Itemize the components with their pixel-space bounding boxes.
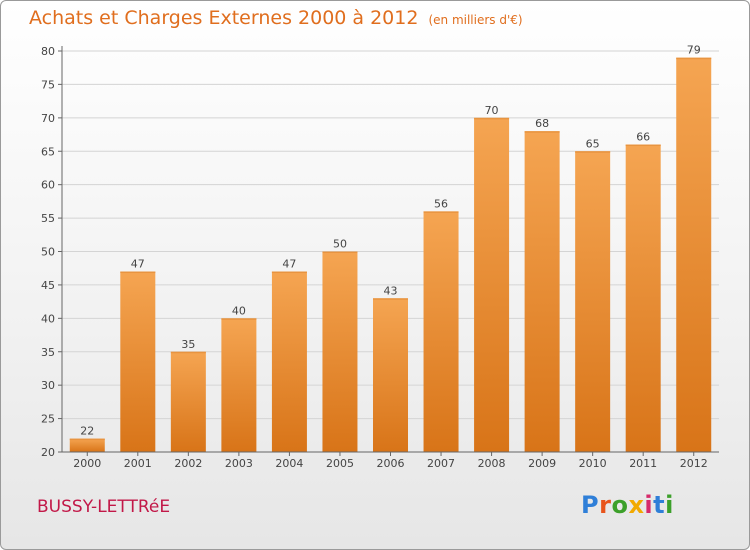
chart-unit: (en milliers d'€) [428,13,523,27]
bar-top-edge [221,318,257,320]
logo-letter: P [581,491,600,519]
bar [373,298,408,452]
bar-top-edge [69,438,105,441]
logo-letter: i [665,491,674,519]
logo-letter: x [628,491,645,519]
bar-top-edge [271,271,307,274]
bar-top-edge [524,131,560,133]
bar-value-label: 66 [636,131,650,144]
x-tick-label: 2001 [124,457,152,470]
bar [524,131,560,452]
bar-value-label: 50 [333,238,347,251]
x-tick-label: 2003 [225,457,253,470]
bar-value-label: 47 [282,258,296,271]
commune-name: BUSSY-LETTRéE [37,497,171,517]
x-tick-label: 2010 [579,457,607,470]
bar-top-edge [676,57,712,60]
bar [221,318,257,452]
x-tick-label: 2008 [478,457,506,470]
bar-value-label: 47 [131,258,145,271]
bar-value-label: 70 [485,104,499,117]
y-tick-label: 35 [41,346,55,359]
bar [120,271,156,452]
x-tick-label: 2006 [377,457,405,470]
bar [271,271,307,452]
x-tick-label: 2009 [528,457,556,470]
bar-top-edge [322,251,358,253]
y-tick-label: 60 [41,179,55,192]
bar-top-edge [120,271,156,274]
x-tick-label: 2011 [629,457,657,470]
bar-value-label: 68 [535,117,549,130]
bar [676,57,712,452]
bar [69,438,105,452]
x-tick-label: 2002 [174,457,202,470]
chart-title-row: Achats et Charges Externes 2000 à 2012 (e… [29,7,523,29]
bar [474,117,510,452]
y-tick-label: 25 [41,413,55,426]
x-tick-label: 2012 [680,457,708,470]
bar-value-label: 35 [181,338,195,351]
bar [170,351,206,452]
bar [625,144,661,453]
y-tick-label: 55 [41,212,55,225]
logo-letter: o [611,491,629,519]
logo-letter: i [644,491,654,519]
y-tick-label: 80 [41,45,55,58]
logo-letter: r [599,491,612,519]
bar-top-edge [373,298,408,300]
bar-layer [69,57,712,453]
bar-top-edge [474,117,510,120]
bar-value-label: 79 [687,44,701,57]
y-tick-label: 45 [41,279,55,292]
x-tick-label: 2007 [427,457,455,470]
x-tick-label: 2000 [73,457,101,470]
y-tick-label: 40 [41,312,55,325]
y-tick-label: 75 [41,78,55,91]
bar [322,251,358,452]
x-tick-label: 2004 [275,457,303,470]
bar-value-label: 22 [80,425,94,438]
y-tick-label: 50 [41,246,55,259]
logo-letter: t [653,491,666,519]
bar-top-edge [625,144,661,147]
label-layer: 22 47 35 40 47 50 43 56 70 68 65 66 79 [80,44,700,438]
bar-top-edge [423,211,459,213]
y-tick-label: 30 [41,379,55,392]
bar-value-label: 40 [232,304,246,317]
axis-layer: 20 25 30 35 40 45 50 55 60 65 70 75 80 2000 2001 2002 20… [41,45,719,470]
bar [575,151,611,452]
bar-value-label: 56 [434,197,448,210]
y-tick-label: 70 [41,112,55,125]
bar-value-label: 65 [586,137,600,150]
x-tick-label: 2005 [326,457,354,470]
bar-top-edge [575,151,611,153]
bar-value-label: 43 [384,284,398,297]
proxiti-logo[interactable]: Proxiti [581,491,674,519]
chart-title: Achats et Charges Externes 2000 à 2012 [29,7,419,29]
y-tick-label: 65 [41,145,55,158]
bar [423,211,459,452]
y-tick-label: 20 [41,446,55,459]
bar-top-edge [170,351,206,354]
